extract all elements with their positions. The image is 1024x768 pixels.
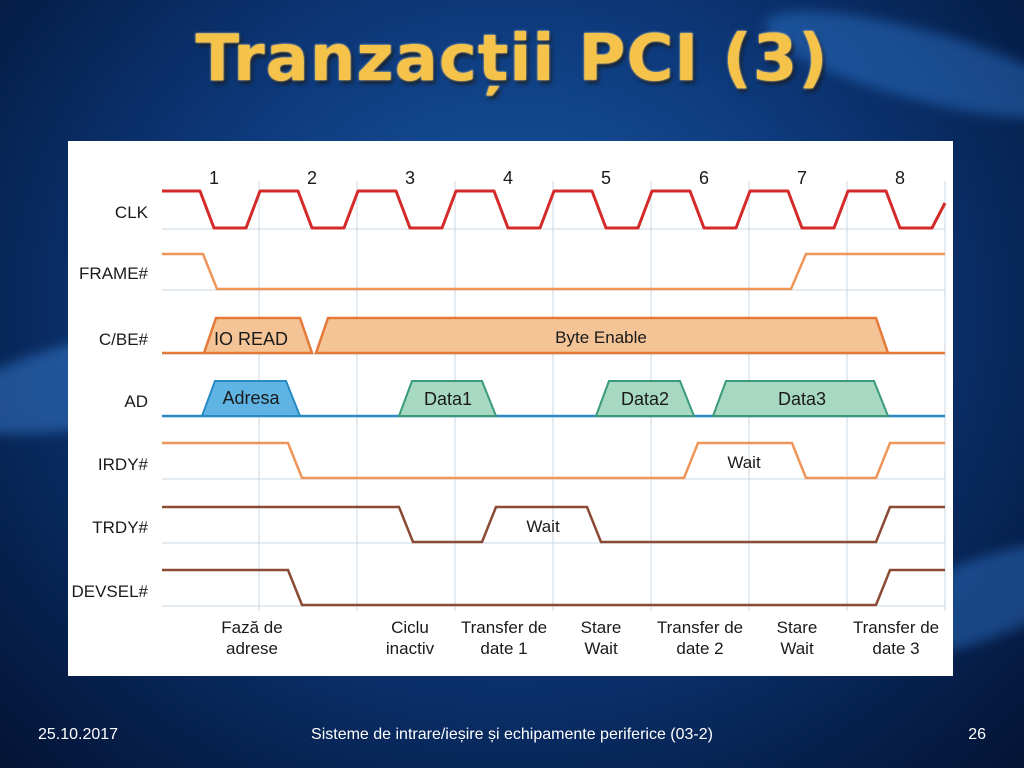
signal-label-cbe: C/BE# [99,330,149,349]
phase-label-4-line2: Wait [584,639,618,658]
timing-diagram-canvas: 1 2 3 4 5 6 7 8 CLK FRAME# C/BE# AD IRDY# TRDY# DEVSEL… [71,168,947,658]
footer-course-title: Sisteme de intrare/ieșire și echipamente… [311,726,713,743]
cbe-io-read-shape [202,316,314,355]
cbe-byte-enable-shape [314,316,890,355]
signal-label-trdy: TRDY# [92,518,148,537]
signal-label-ad: AD [124,392,148,411]
ad-label-data3: Data3 [778,389,826,409]
ad-data2-shape [594,380,696,417]
cycle-number-3: 3 [405,168,415,188]
phase-label-2-line1: Ciclu [391,618,429,637]
slide-title: Tranzacții PCI (3) [195,22,829,96]
ad-label-adresa: Adresa [222,388,280,408]
ad-label-data2: Data2 [621,389,669,409]
clk-waveform [162,189,947,230]
trdy-waveform [162,505,945,544]
phase-label-2-line2: inactiv [386,639,435,658]
phase-label-5-line1: Transfer de [657,618,743,637]
irdy-wait-note: Wait [727,453,761,472]
phase-label-7-line2: date 3 [872,639,919,658]
cycle-number-6: 6 [699,168,709,188]
pci-timing-diagram: 1 2 3 4 5 6 7 8 CLK FRAME# C/BE# AD IRDY# TRDY# DEVSEL… [68,141,953,676]
cycle-number-5: 5 [601,168,611,188]
signal-label-clk: CLK [115,203,149,222]
phase-label-3-line1: Transfer de [461,618,547,637]
irdy-waveform [162,441,945,480]
signal-label-irdy: IRDY# [98,455,149,474]
signal-label-frame: FRAME# [79,264,149,283]
signal-label-devsel: DEVSEL# [71,582,148,601]
ad-label-data1: Data1 [424,389,472,409]
devsel-waveform [162,568,945,607]
footer-page-number: 26 [968,726,986,743]
frame-waveform [162,252,945,291]
phase-label-1-line1: Fază de [221,618,282,637]
phase-label-3-line2: date 1 [480,639,527,658]
phase-label-5-line2: date 2 [676,639,723,658]
cycle-number-2: 2 [307,168,317,188]
cycle-number-1: 1 [209,168,219,188]
ad-adresa-shape [200,380,302,417]
phase-label-7-line1: Transfer de [853,618,939,637]
footer-date: 25.10.2017 [38,726,119,743]
cbe-label-io-read: IO READ [214,329,288,349]
phase-label-6-line1: Stare [777,618,818,637]
cycle-number-8: 8 [895,168,905,188]
phase-label-4-line1: Stare [581,618,622,637]
cbe-label-byte-enable: Byte Enable [555,328,647,347]
cycle-number-4: 4 [503,168,513,188]
phase-label-6-line2: Wait [780,639,814,658]
trdy-wait-note: Wait [526,517,560,536]
ad-data1-shape [397,380,498,417]
cycle-number-7: 7 [797,168,807,188]
phase-label-1-line2: adrese [226,639,278,658]
ad-data3-shape [711,380,890,417]
